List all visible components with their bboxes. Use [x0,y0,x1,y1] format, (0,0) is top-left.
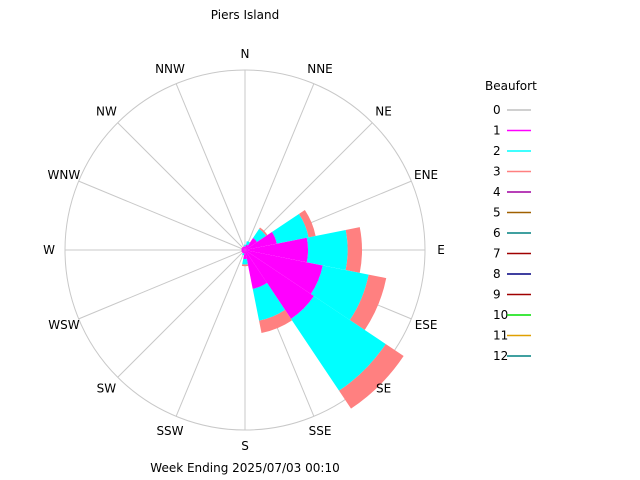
petal-s-b3 [241,264,249,267]
spoke-nne [244,83,315,251]
direction-label-nne: NNE [307,62,333,76]
petal-ssw-b1 [242,250,245,254]
petal-sse-b3 [259,309,293,333]
petal-wsw-b1 [241,250,245,253]
chart-footer: Week Ending 2025/07/03 00:10 [150,461,339,475]
direction-label-s: S [241,439,249,453]
chart-title: Piers Island [211,8,279,22]
legend-level-0: 0 [493,103,501,117]
direction-label-w: W [43,243,55,257]
direction-label-ne: NE [375,104,392,118]
petal-nne-b1 [245,244,249,250]
legend-level-12: 12 [493,349,508,363]
rose-grid [64,69,426,431]
direction-labels: N NNE NE ENE E ESE SE SSE S SSW SW WSW W WNW NW NNW [43,47,445,453]
petal-ne-b2 [253,229,266,242]
legend-level-2: 2 [493,144,501,158]
legend-level-11: 11 [493,329,508,343]
direction-label-nw: NW [96,104,117,118]
petal-s-b1 [243,250,247,259]
petal-e-b2 [306,229,348,271]
petal-sse-b1 [245,250,268,289]
spoke-sw [117,249,246,378]
petal-w-b1 [241,249,245,251]
petal-ese-b1 [245,250,323,295]
petal-se-b1 [245,250,314,319]
direction-label-sse: SSE [309,424,332,438]
petal-ne-b3 [259,227,268,236]
legend-level-1: 1 [493,124,501,138]
spoke-ssw [175,249,246,417]
spoke-nw [117,122,246,251]
legend-title: Beaufort [485,79,537,93]
direction-label-nnw: NNW [155,62,185,76]
petal-wnw-b1 [241,247,245,250]
legend-level-4: 4 [493,185,501,199]
legend-level-9: 9 [493,288,501,302]
petal-sw-b1 [242,250,245,253]
direction-label-e: E [437,243,445,257]
petal-n-b1 [244,246,246,250]
spoke-wnw [78,180,246,251]
petal-ese-b3 [349,274,387,331]
direction-label-n: N [241,47,250,61]
spoke-ne [244,122,373,251]
petal-se-b2 [291,296,386,391]
petal-ene-b1 [245,231,277,250]
petal-ese-b2 [310,265,369,321]
direction-label-wsw: WSW [48,318,79,332]
petal-ne-b1 [245,238,257,250]
legend-level-7: 7 [493,247,501,261]
legend-level-10: 10 [493,308,508,322]
legend-level-3: 3 [493,165,501,179]
direction-label-ssw: SSW [156,424,183,438]
petal-n-b2 [243,244,247,247]
legend-level-8: 8 [493,267,501,281]
spoke-wsw [78,249,246,320]
petal-ene-b2 [271,213,309,244]
direction-label-sw: SW [97,382,117,396]
direction-label-ene: ENE [414,168,438,182]
petal-se-b3 [339,344,404,409]
petal-nnw-b1 [242,246,245,250]
petal-nw-b1 [242,247,245,250]
petal-s-b2 [242,258,248,265]
direction-label-ese: ESE [415,318,438,332]
legend-level-6: 6 [493,226,501,240]
direction-label-wnw: WNW [48,168,81,182]
petal-nne-b2 [246,241,251,246]
petal-e-b1 [245,237,308,263]
spoke-nnw [175,83,246,251]
rose-petals [241,209,404,409]
petal-sse-b2 [252,282,286,321]
legend-level-5: 5 [493,206,501,220]
direction-label-se: SE [376,382,391,396]
petal-e-b3 [345,227,362,273]
petal-ene-b3 [298,209,316,238]
petal-ssw-b2 [241,252,245,256]
